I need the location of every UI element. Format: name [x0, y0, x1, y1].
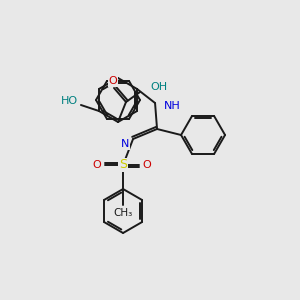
Text: O: O: [143, 160, 152, 170]
Text: OH: OH: [150, 82, 167, 92]
Text: NH: NH: [164, 101, 181, 111]
Text: O: O: [93, 160, 101, 170]
Text: S: S: [119, 158, 127, 172]
Text: HO: HO: [60, 96, 77, 106]
Text: O: O: [109, 76, 117, 86]
Text: CH₃: CH₃: [113, 208, 133, 218]
Text: N: N: [121, 139, 129, 149]
